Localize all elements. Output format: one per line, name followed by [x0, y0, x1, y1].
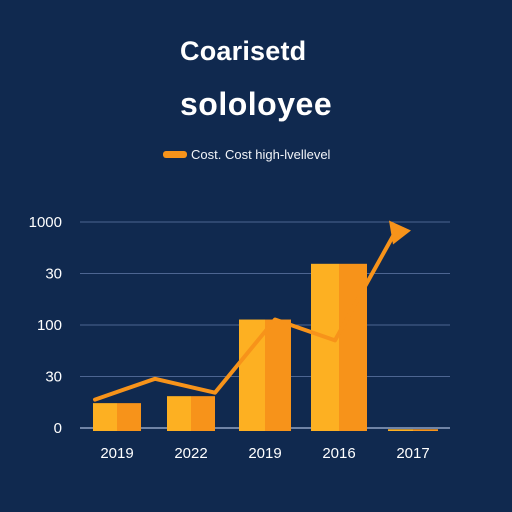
- x-tick-label: 2017: [396, 445, 429, 462]
- bar-left-face: [167, 396, 191, 431]
- bar-right-face: [191, 396, 215, 431]
- x-tick-label: 2022: [174, 445, 207, 462]
- bar: [388, 429, 438, 431]
- y-tick-label: 1000: [29, 214, 62, 231]
- x-tick-label: 2019: [248, 445, 281, 462]
- bar-right-face: [117, 403, 141, 431]
- y-tick-label: 0: [54, 420, 62, 437]
- chart-title: Coarisetd: [180, 36, 307, 66]
- trend-line: [93, 230, 397, 402]
- bar: [93, 403, 141, 431]
- legend-label: Cost. Cost high-lvellevel: [191, 147, 331, 162]
- trend-arrow-head: [389, 220, 411, 245]
- chart-subtitle: sololoyee: [180, 86, 333, 122]
- bar-left-face: [311, 263, 339, 431]
- chart-legend: Cost. Cost high-lvellevel: [163, 147, 330, 162]
- bars: [93, 263, 438, 431]
- y-tick-label: 100: [37, 317, 62, 334]
- bar-left-face: [93, 403, 117, 431]
- y-axis-tick-labels: 1000 30 100 30 0: [29, 214, 62, 437]
- bar-right-face: [265, 319, 291, 431]
- y-tick-label: 30: [45, 369, 62, 386]
- y-tick-label: 30: [45, 266, 62, 283]
- trend-line-group: [93, 220, 411, 402]
- bar: [239, 319, 291, 431]
- bar-right-face: [413, 429, 438, 431]
- legend-swatch: [163, 151, 187, 158]
- bar: [311, 263, 367, 431]
- bar: [167, 396, 215, 431]
- x-axis-tick-labels: 2019 2022 2019 2016 2017: [100, 445, 429, 462]
- bar-left-face: [388, 429, 413, 431]
- x-tick-label: 2019: [100, 445, 133, 462]
- x-tick-label: 2016: [322, 445, 355, 462]
